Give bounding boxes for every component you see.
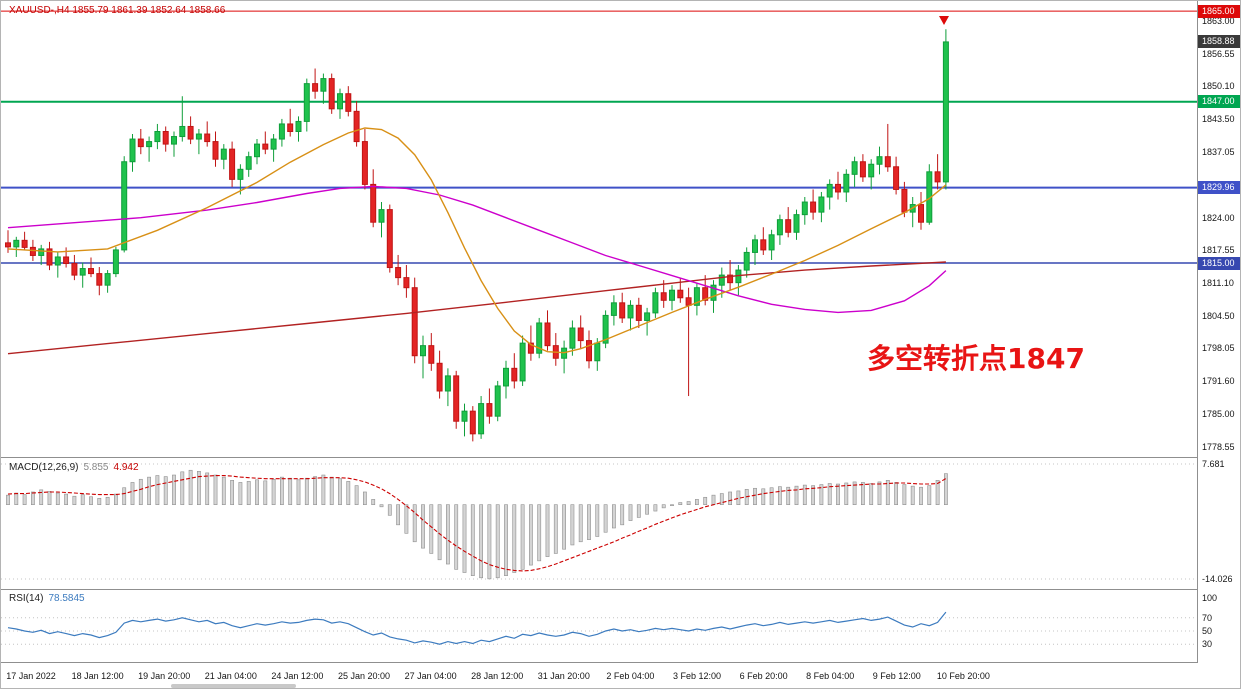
ma-magenta (7, 185, 947, 314)
time-label: 18 Jan 12:00 (71, 671, 124, 681)
price-tick: 1785.00 (1202, 409, 1235, 420)
time-label: 27 Jan 04:00 (404, 671, 457, 681)
time-label: 24 Jan 12:00 (271, 671, 324, 681)
price-tick: 1863.00 (1202, 16, 1235, 27)
time-label: 17 Jan 2022 (6, 671, 56, 681)
price-badge: 1847.00 (1198, 95, 1240, 109)
rsi-value: 78.5845 (48, 593, 85, 604)
macd-signal-line (7, 475, 947, 572)
time-label: 2 Feb 04:00 (606, 671, 655, 681)
price-tick: 70 (1202, 612, 1213, 623)
arrow-down-icon (939, 16, 949, 25)
panel-divider-timebar (1, 662, 1240, 663)
price-tick: 1850.10 (1202, 81, 1235, 92)
main-chart-panel[interactable] (1, 1, 1197, 457)
time-label: 25 Jan 20:00 (337, 671, 391, 681)
chart-title: XAUUSD-,H4 1855.79 1861.39 1852.64 1858.… (9, 5, 226, 16)
price-tick: 50 (1202, 626, 1213, 636)
price-tick: 1791.60 (1202, 375, 1235, 386)
time-axis[interactable]: 17 Jan 2022 18 Jan 12:00 19 Jan 20:00 21 Ja… (1, 663, 1240, 688)
price-tick: 1778.55 (1202, 441, 1235, 452)
rsi-line (7, 611, 947, 645)
price-tick: 100 (1202, 593, 1218, 603)
macd-indicator-label: MACD(12,26,9) 5.855 4.942 (9, 462, 139, 473)
time-label: 28 Jan 12:00 (471, 671, 524, 681)
panel-divider-rsi[interactable] (1, 589, 1240, 590)
rsi-indicator-label: RSI(14) 78.5845 (9, 593, 85, 604)
ma-red (7, 261, 946, 355)
price-badge: 1858.88 (1198, 35, 1240, 49)
price-tick: -14.026 (1202, 574, 1233, 584)
price-tick: 30 (1202, 639, 1213, 650)
price-tick: 1811.10 (1202, 277, 1234, 288)
time-label: 19 Jan 20:00 (138, 671, 191, 681)
candlestick-series (5, 29, 949, 442)
price-tick: 1837.05 (1202, 146, 1235, 157)
macd-signal-value: 4.942 (113, 462, 139, 473)
price-axis[interactable]: 1863.00 1856.55 1850.10 1843.50 1837.05 1824.… (1197, 1, 1240, 663)
h-scrollbar-thumb[interactable] (171, 684, 296, 688)
price-tick: 1804.50 (1202, 310, 1235, 321)
time-label: 3 Feb 12:00 (672, 671, 722, 681)
time-label: 6 Feb 20:00 (739, 671, 788, 681)
rsi-name: RSI(14) (9, 593, 44, 604)
price-tick: 1824.00 (1202, 212, 1235, 223)
horizontal-level-lines[interactable] (1, 10, 1197, 264)
price-tick: 1856.55 (1202, 48, 1235, 59)
macd-main-value: 5.855 (83, 462, 109, 473)
macd-histogram (6, 469, 948, 580)
price-badge: 1815.00 (1198, 256, 1240, 270)
price-badge: 1865.00 (1198, 4, 1240, 18)
time-label: 9 Feb 12:00 (872, 671, 921, 681)
time-label: 10 Feb 20:00 (936, 671, 990, 681)
price-tick: 1798.05 (1202, 343, 1235, 354)
time-label: 31 Jan 20:00 (537, 671, 590, 681)
macd-panel[interactable] (1, 458, 1197, 589)
price-tick: 7.681 (1202, 459, 1225, 469)
annotation-text: 多空转折点1847 (867, 342, 1085, 375)
ma-orange (7, 127, 947, 354)
rsi-panel[interactable] (1, 590, 1197, 662)
price-tick: 1843.50 (1202, 114, 1235, 125)
time-label: 8 Feb 04:00 (806, 671, 855, 681)
macd-name: MACD(12,26,9) (9, 462, 79, 473)
price-tick: 1817.55 (1202, 245, 1235, 256)
panel-divider-macd[interactable] (1, 457, 1240, 458)
time-label: 21 Jan 04:00 (204, 671, 257, 681)
price-badge: 1829.96 (1198, 181, 1240, 195)
